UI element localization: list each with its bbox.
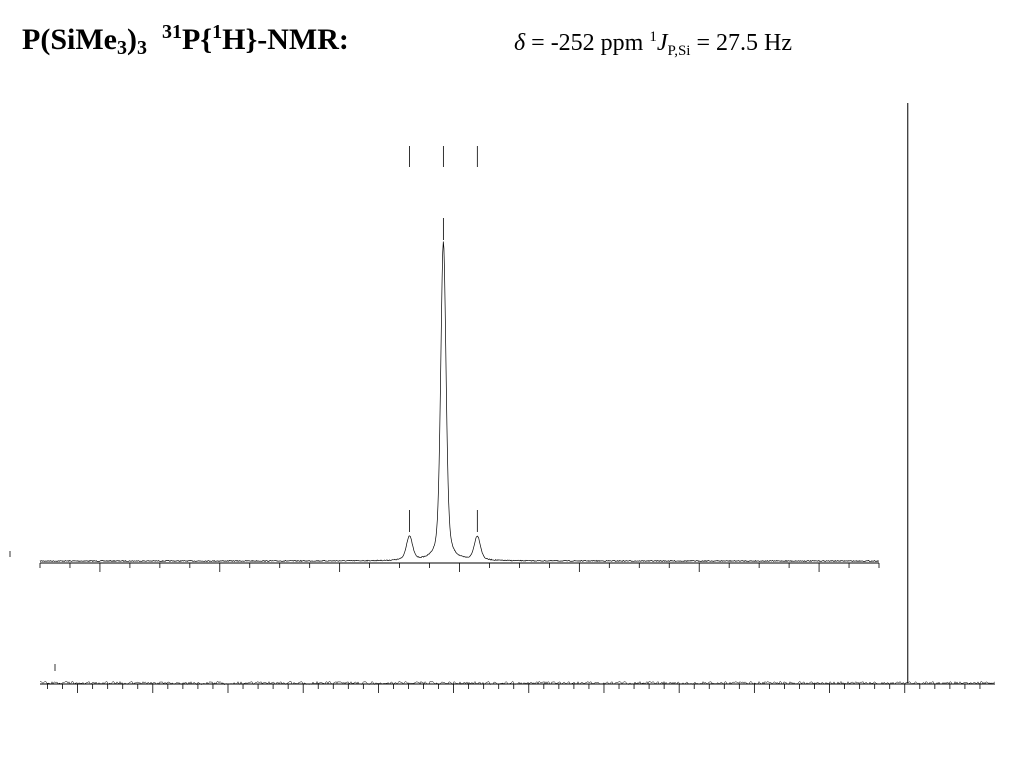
title-decouple-mass: 1 [212, 21, 223, 43]
inset-spectrum-trace [39, 241, 880, 562]
title-sub-1: 3 [116, 37, 127, 59]
title-nucleus: P{ [181, 23, 213, 56]
title-experiment: H}-NMR: [222, 23, 349, 56]
full-spectrum [39, 103, 996, 693]
coupling-symbol: J [656, 30, 668, 56]
title-compound: P(SiMe [22, 23, 117, 56]
title-paren: ) [126, 23, 137, 56]
nmr-parameters: δ = -252 ppm 1JP,Si = 27.5 Hz [514, 30, 792, 59]
spectrum-title: P(SiMe3)3 31P{1H}-NMR: [22, 22, 349, 58]
title-sub-2: 3 [136, 37, 147, 59]
delta-value: = -252 ppm [525, 30, 650, 56]
inset-spectrum [9, 146, 880, 572]
delta-symbol: δ [514, 30, 526, 56]
coupling-order: 1 [649, 29, 657, 45]
coupling-value: = 27.5 Hz [690, 30, 792, 56]
title-nucleus-mass: 31 [161, 21, 182, 43]
coupling-nuclei: P,Si [667, 43, 691, 59]
